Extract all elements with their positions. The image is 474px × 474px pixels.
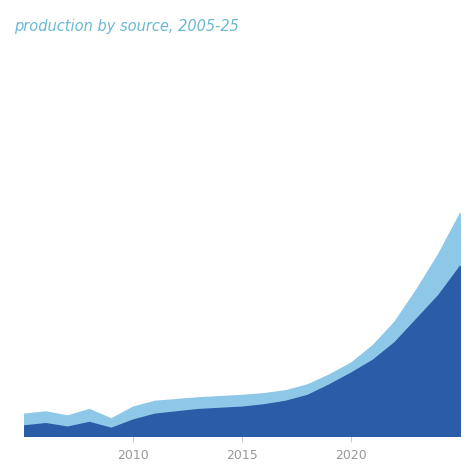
Text: production by source, 2005-25: production by source, 2005-25 [14, 19, 239, 34]
